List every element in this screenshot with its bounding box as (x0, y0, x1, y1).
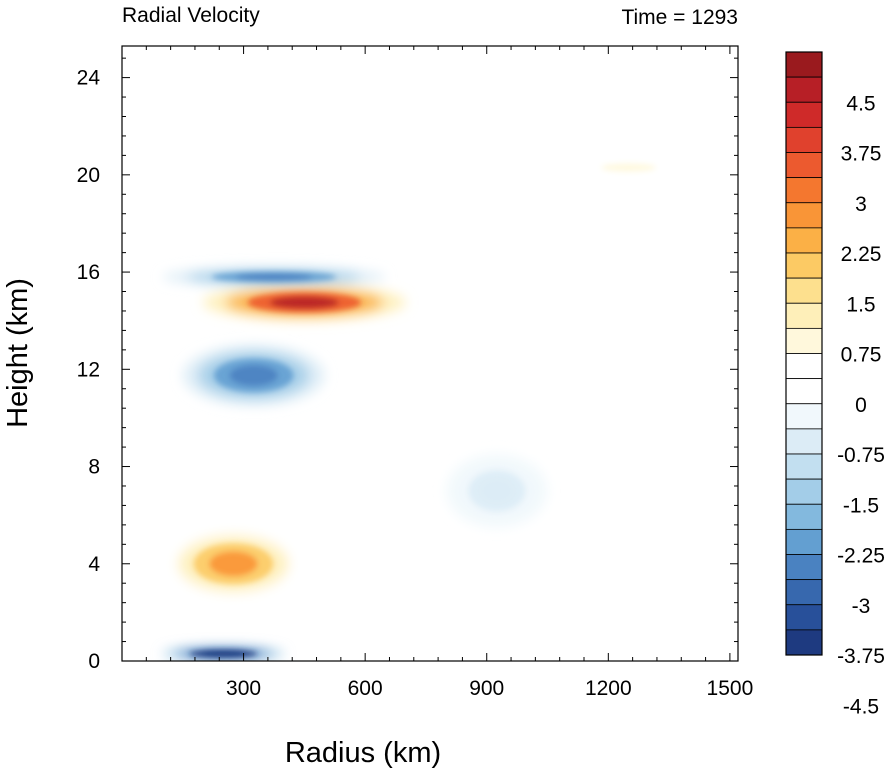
colorbar-swatch (785, 126, 823, 153)
colorbar-swatch (785, 252, 823, 279)
colorbar-label: -2.25 (837, 545, 885, 568)
colorbar-swatch (785, 227, 823, 254)
colorbar-swatch (785, 177, 823, 204)
heatmap-feature-3 (209, 551, 258, 577)
x-tick-label: 900 (469, 677, 504, 700)
heatmap-feature-6 (601, 163, 657, 172)
colorbar-swatch (785, 202, 823, 229)
colorbar-swatch (785, 604, 823, 631)
colorbar-label: 3.75 (841, 143, 882, 166)
heatmap-feature-2 (229, 365, 278, 386)
colorbar-label: -1.5 (843, 494, 879, 517)
colorbar-swatch (785, 327, 823, 354)
colorbar-swatch (785, 503, 823, 530)
heatmap-feature-0 (269, 296, 339, 309)
plot-frame (121, 45, 739, 662)
colorbar-label: -3 (852, 595, 871, 618)
x-tick-label: 1500 (707, 677, 754, 700)
y-tick-label: 12 (77, 358, 100, 381)
y-tick-label: 0 (88, 650, 100, 673)
colorbar-swatch (785, 378, 823, 405)
heatmap-feature-1 (236, 273, 312, 281)
colorbar-swatch (785, 478, 823, 505)
y-tick-label: 8 (88, 456, 100, 479)
colorbar-label: 0.75 (841, 344, 882, 367)
x-tick-label: 1200 (585, 677, 632, 700)
chart-time-label: Time = 1293 (621, 6, 738, 29)
y-tick-label: 16 (77, 261, 100, 284)
colorbar-swatch (785, 629, 823, 656)
colorbar-swatch (785, 428, 823, 455)
y-tick-label: 4 (88, 553, 100, 576)
colorbar-swatch (785, 76, 823, 103)
colorbar-label: -0.75 (837, 444, 885, 467)
y-tick-label: 20 (77, 164, 100, 187)
chart-title: Radial Velocity (122, 4, 260, 27)
colorbar-swatch (785, 101, 823, 128)
colorbar-swatch (785, 554, 823, 581)
colorbar-swatch (785, 353, 823, 380)
colorbar-swatch (785, 152, 823, 179)
colorbar-label: -4.5 (843, 695, 879, 718)
colorbar: 4.5 3.75 3 2.25 1.5 0.75 0 -0.75 -1.5 -2.25 -3 -3.7… (785, 51, 885, 718)
colorbar-label: -3.75 (837, 645, 885, 668)
colorbar-swatch (785, 528, 823, 555)
x-tick-label: 600 (348, 677, 383, 700)
heatmap-feature-5 (479, 478, 515, 504)
x-tick-label: 300 (226, 677, 261, 700)
colorbar-label: 0 (855, 394, 867, 417)
y-axis-label: Height (km) (2, 278, 34, 428)
colorbar-swatch (785, 579, 823, 606)
x-axis-label: Radius (km) (285, 737, 441, 769)
heatmap-field (122, 46, 738, 661)
colorbar-label: 2.25 (841, 243, 882, 266)
colorbar-label: 3 (855, 193, 867, 216)
colorbar-label: 4.5 (846, 92, 875, 115)
heatmap-feature-4 (202, 651, 244, 657)
colorbar-swatch (785, 51, 823, 78)
y-tick-label: 24 (77, 67, 101, 90)
colorbar-swatch (785, 302, 823, 329)
axis-ticks: 300 600 900 1200 1500 0 4 8 12 16 20 24 (77, 46, 754, 700)
colorbar-swatch (785, 277, 823, 304)
colorbar-swatch (785, 453, 823, 480)
colorbar-label: 1.5 (846, 293, 875, 316)
colorbar-frame (785, 51, 823, 656)
colorbar-swatch (785, 403, 823, 430)
